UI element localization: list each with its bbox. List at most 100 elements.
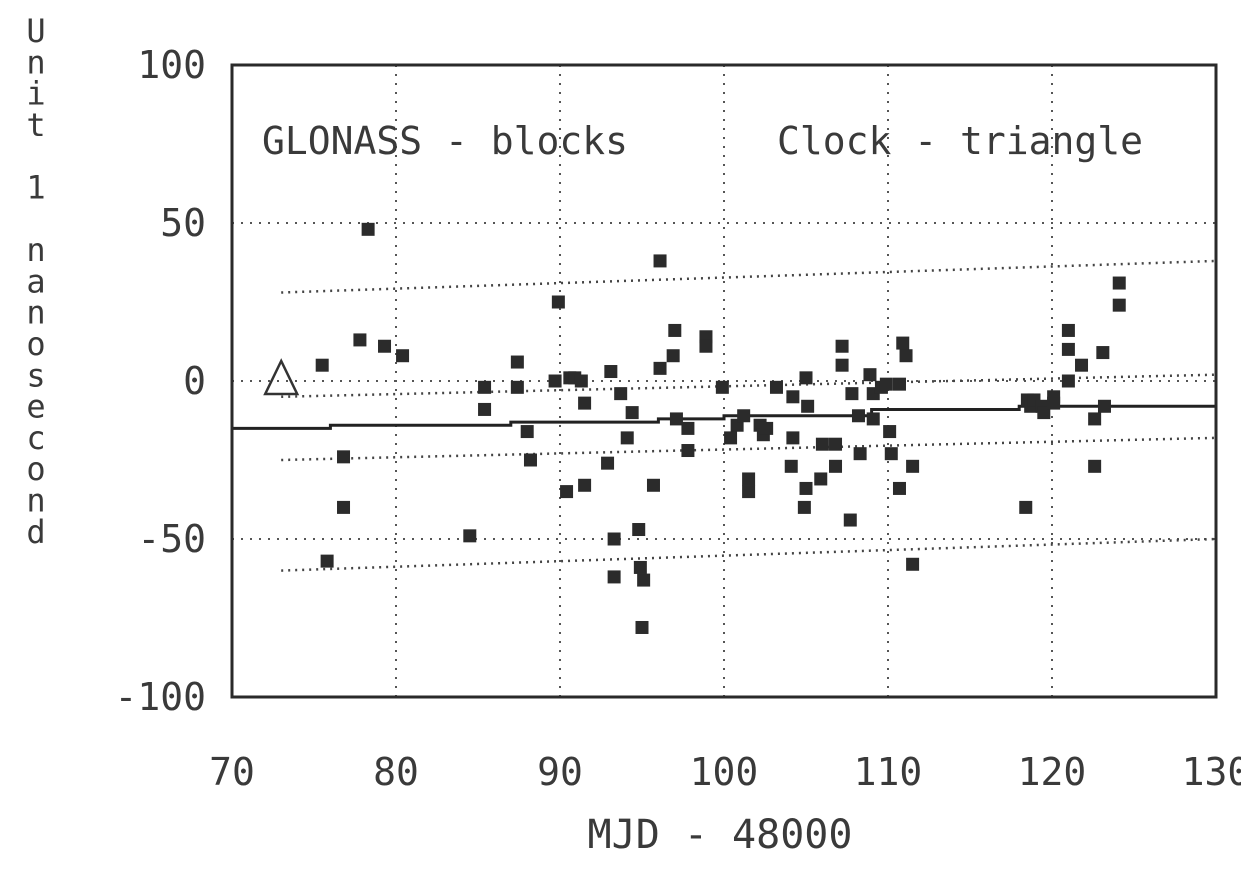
data-point-square [853,447,867,461]
data-point-square [1061,374,1075,388]
data-point-square [668,323,682,337]
data-point-square [614,387,628,401]
data-point-square [879,377,893,391]
data-point-square [604,365,618,379]
data-point-triangle [263,358,300,396]
data-point-square [892,481,906,495]
data-point-square [463,529,477,543]
data-point-square [799,481,813,495]
data-point-square [801,399,815,413]
fit-line [232,404,1216,430]
data-point-square [578,478,592,492]
x-tick-label: 130 [1182,750,1241,794]
data-point-square [681,421,695,435]
data-point-square [835,358,849,372]
x-tick-label: 110 [854,750,923,794]
data-point-square [899,349,913,363]
y-axis-label-char: o [26,325,45,363]
data-point-square [724,431,738,445]
data-point-square [478,402,492,416]
data-point-square [620,431,634,445]
data-point-square [523,453,537,467]
y-axis-label-char: s [26,356,45,394]
data-point-square [478,380,492,394]
data-point-square [1097,399,1111,413]
y-axis-label-char: n [26,294,45,332]
fit-line-segment [232,404,1216,430]
data-point-square [353,333,367,347]
data-point-square [633,560,647,574]
y-axis-label-char: 1 [26,169,45,207]
data-point-square [361,222,375,236]
data-point-square [814,472,828,486]
data-point-square [1096,346,1110,360]
y-tick-label: 0 [183,359,206,403]
data-point-square [737,409,751,423]
data-point-square [637,573,651,587]
y-axis-label-char: U [26,12,45,50]
data-point-square [578,396,592,410]
data-point-square [653,254,667,268]
y-axis-label-char: c [26,419,45,457]
y-tick-label: 50 [160,201,206,245]
data-point-square [699,339,713,353]
dotted-band-line [281,259,1217,294]
data-point-square [1088,459,1102,473]
data-point-square [786,431,800,445]
x-axis-tick-labels: 70 80 90 100 110 120 130 [209,750,1241,794]
y-tick-label: -50 [137,517,206,561]
x-tick-label: 120 [1018,750,1087,794]
clock-triangle-markers [263,358,300,396]
data-point-square [510,355,524,369]
y-axis-label-char: a [26,262,45,300]
data-point-square [632,523,646,537]
data-point-square [797,500,811,514]
y-axis-label-char: d [26,513,45,551]
data-point-square [607,532,621,546]
data-point-square [337,450,351,464]
data-point-square [653,361,667,375]
data-point-square [1037,406,1051,420]
data-point-square [715,380,729,394]
data-point-square [866,412,880,426]
data-point-square [510,380,524,394]
data-point-square [892,377,906,391]
data-point-square [883,425,897,439]
data-point-square [760,421,774,435]
data-point-square [1019,500,1033,514]
dotted-band-line [281,373,1217,399]
data-point-square [742,472,756,486]
y-axis-label-char: n [26,43,45,81]
data-point-square [863,368,877,382]
data-point-square [1061,323,1075,337]
plot-frame [230,63,1218,699]
data-point-square [646,478,660,492]
data-point-square [607,570,621,584]
y-tick-label: 100 [137,43,206,87]
dotted-band-line [281,436,1217,462]
data-point-square [845,387,859,401]
data-point-square [681,444,695,458]
y-axis-label-char: n [26,231,45,269]
data-point-square [666,349,680,363]
annotation-glonass: GLONASS - blocks [262,119,628,163]
data-point-square [1075,358,1089,372]
data-point-square [769,380,783,394]
data-point-square [574,374,588,388]
data-point-square [742,485,756,499]
data-point-square [669,412,683,426]
x-tick-label: 80 [373,750,419,794]
data-point-square [835,339,849,353]
x-axis-label: MJD - 48000 [588,812,853,858]
data-point-square [320,554,334,568]
data-point-square [799,371,813,385]
y-axis-label-char: t [26,106,45,144]
annotation-clock: Clock - triangle [777,119,1143,163]
data-point-square [1088,412,1102,426]
y-axis-tick-labels: 100 50 0 -50 -100 [114,43,206,719]
data-point-square [601,456,615,470]
dotted-bands [281,259,1217,572]
y-axis-label-char: o [26,450,45,488]
data-point-square [1112,276,1126,290]
